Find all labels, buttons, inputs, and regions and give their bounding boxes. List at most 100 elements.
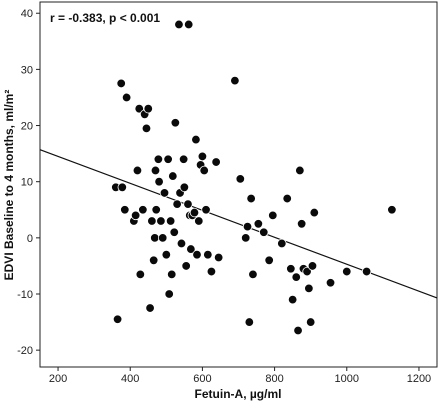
data-point <box>151 205 161 215</box>
data-point <box>387 205 397 215</box>
x-tick-label: 400 <box>121 373 139 385</box>
data-point <box>287 294 298 305</box>
data-point <box>150 233 160 243</box>
data-point <box>170 118 181 128</box>
data-point <box>211 157 221 167</box>
data-point <box>206 266 217 277</box>
data-point <box>201 205 211 215</box>
x-tick-label: 1000 <box>335 373 359 385</box>
y-axis: -20 -10 0 10 20 30 40 <box>17 8 40 357</box>
data-point <box>304 283 314 294</box>
data-point <box>132 165 143 176</box>
data-point <box>194 216 204 226</box>
data-points <box>111 19 397 336</box>
data-point <box>156 216 166 226</box>
data-point <box>295 165 305 176</box>
data-point <box>138 205 148 215</box>
data-point <box>277 238 287 249</box>
data-point <box>305 317 316 327</box>
data-point <box>286 264 296 274</box>
data-point <box>203 249 213 260</box>
data-point <box>116 78 126 89</box>
plot-frame <box>39 1 438 368</box>
data-point <box>135 269 146 280</box>
data-point <box>242 221 253 232</box>
data-point <box>158 233 168 243</box>
data-point <box>302 266 312 277</box>
data-point <box>342 266 352 277</box>
data-point <box>325 278 336 288</box>
data-point <box>112 314 123 324</box>
y-tick-label: 30 <box>21 64 33 76</box>
y-tick-label: 40 <box>21 8 33 20</box>
data-point <box>159 188 170 198</box>
data-point <box>150 165 161 176</box>
data-point <box>244 317 255 327</box>
data-point <box>147 216 157 226</box>
y-tick-label: 10 <box>21 177 33 189</box>
data-point <box>154 176 164 187</box>
data-point <box>143 103 153 114</box>
data-point <box>191 134 201 145</box>
data-point <box>253 219 264 229</box>
data-point <box>309 207 319 218</box>
data-point <box>186 244 196 254</box>
y-tick-label: 20 <box>21 121 33 133</box>
data-point <box>165 216 176 226</box>
y-tick-label: 0 <box>27 233 33 245</box>
x-tick-label: 600 <box>193 373 211 385</box>
correlation-annotation: r = -0.383, p < 0.001 <box>50 11 160 25</box>
data-point <box>361 266 372 277</box>
data-point <box>163 154 173 164</box>
data-point <box>282 193 292 204</box>
y-tick-label: -20 <box>17 345 33 357</box>
data-point <box>183 199 193 209</box>
data-point <box>183 19 194 30</box>
data-point <box>120 205 130 215</box>
data-point <box>199 165 209 176</box>
data-point <box>259 227 269 237</box>
data-point <box>169 227 179 237</box>
data-point <box>192 249 202 260</box>
x-tick-label: 200 <box>49 373 67 385</box>
data-point <box>134 103 144 114</box>
data-point <box>248 269 258 280</box>
data-point <box>141 123 152 134</box>
data-point <box>148 255 159 266</box>
data-point <box>172 199 182 209</box>
data-point <box>230 75 240 86</box>
data-point <box>130 210 141 221</box>
data-point <box>161 249 172 260</box>
data-point <box>167 269 177 280</box>
data-point <box>235 174 246 184</box>
data-point <box>264 255 274 266</box>
data-point <box>268 210 278 221</box>
data-point <box>307 261 318 271</box>
data-point <box>189 207 200 218</box>
data-point <box>241 233 251 243</box>
x-axis: 200 400 600 800 1000 1200 <box>49 367 431 385</box>
data-point <box>145 303 155 313</box>
x-tick-label: 800 <box>265 373 283 385</box>
data-point <box>246 193 256 204</box>
data-point <box>291 272 301 282</box>
data-point <box>179 182 190 193</box>
data-point <box>178 154 189 164</box>
y-axis-title: EDVI Baseline to 4 months, ml/m² <box>2 90 16 281</box>
data-point <box>174 19 184 30</box>
data-point <box>153 154 164 164</box>
data-point <box>213 252 224 263</box>
data-point <box>197 151 208 162</box>
data-point <box>121 92 132 103</box>
x-tick-label: 1200 <box>407 373 431 385</box>
data-point <box>168 171 178 181</box>
data-point <box>296 219 307 229</box>
data-point <box>181 261 191 271</box>
data-point <box>164 289 174 299</box>
data-point <box>176 238 187 249</box>
x-axis-title: Fetuin-A, µg/ml <box>195 387 282 401</box>
data-point <box>117 182 127 193</box>
data-point <box>293 325 303 336</box>
y-tick-label: -10 <box>17 289 33 301</box>
